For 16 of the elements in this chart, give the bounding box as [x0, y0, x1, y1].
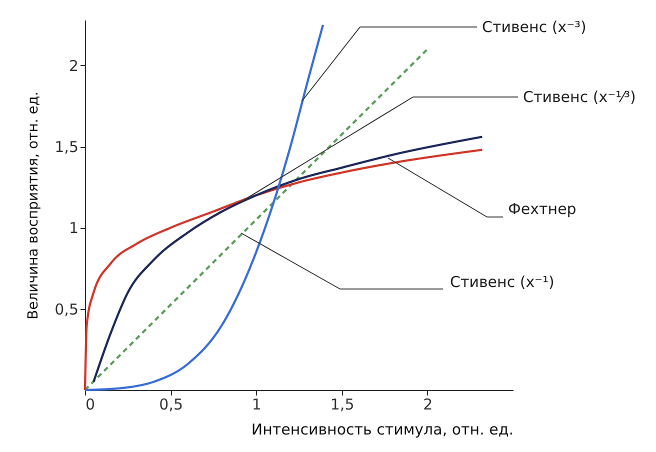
annotation: Стивенс (x⁻³): [482, 18, 586, 36]
x-tick-label: 0: [86, 396, 96, 414]
x-axis-title: Интенсивность стимула, отн. ед.: [251, 420, 514, 438]
y-tick-label: 2: [68, 56, 78, 75]
x-tick-label: 2: [423, 396, 433, 414]
annotation: Стивенс (x⁻¹): [450, 273, 554, 291]
annotation: Фехтнер: [508, 200, 576, 218]
x-tick-label: 1,5: [330, 396, 354, 414]
y-tick-label: 1,5: [54, 138, 78, 156]
x-tick-label: 1: [252, 396, 262, 414]
y-axis-title: Величина восприятия, отн. ед.: [26, 92, 42, 320]
x-tick-label: 0,5: [159, 396, 184, 414]
y-tick-label: 0,5: [54, 300, 78, 318]
y-tick-label: 1: [68, 219, 78, 238]
text: Стивенс (x⁻¹⁄³): [523, 88, 636, 106]
line-series: [84, 24, 324, 392]
